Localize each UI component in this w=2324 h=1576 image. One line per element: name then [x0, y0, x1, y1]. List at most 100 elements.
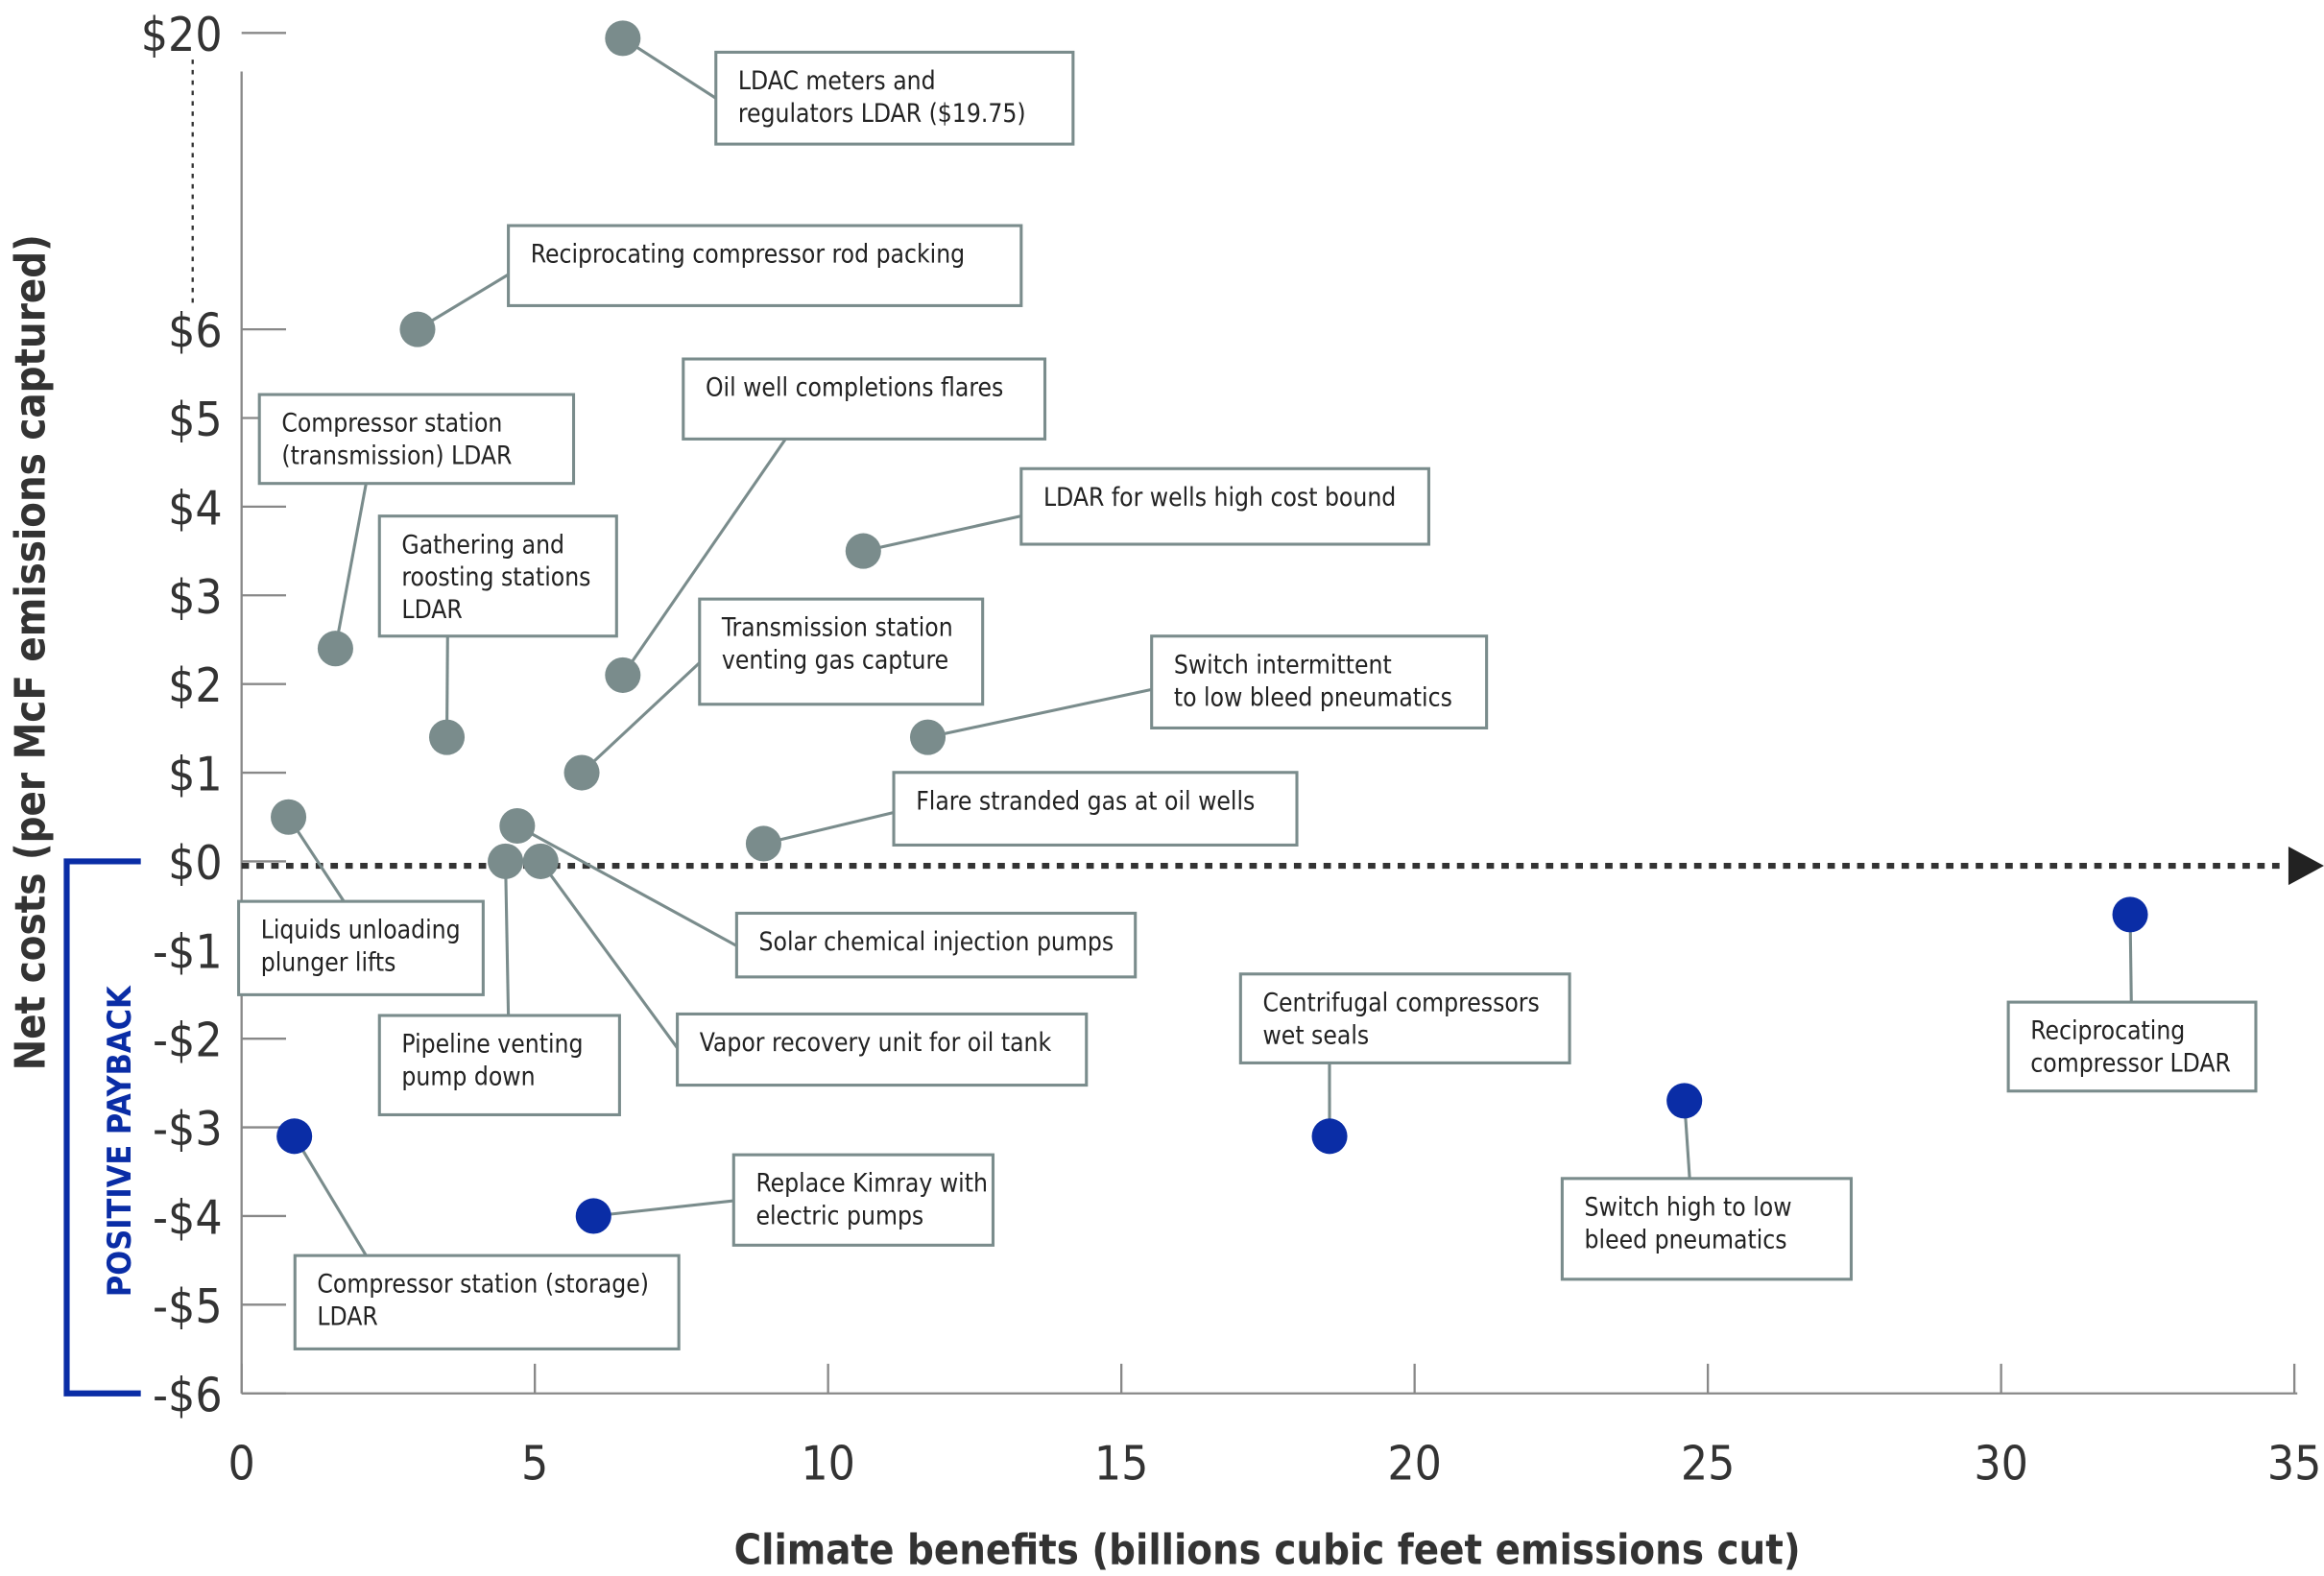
label-box: [293, 1254, 681, 1350]
leader-line: [621, 438, 787, 677]
point: [428, 719, 466, 755]
point: [276, 1118, 313, 1155]
point-label: Switch intermittent: [1174, 651, 1392, 680]
point: [575, 1198, 611, 1234]
label-box: [507, 224, 1023, 307]
point-label: Replace Kimray with: [755, 1170, 987, 1199]
point: [2112, 896, 2148, 933]
point-label: regulators LDAR ($19.75): [738, 100, 1026, 129]
label-box: [1238, 972, 1571, 1064]
y-tick-label: -$1: [153, 923, 223, 979]
label-box: [682, 357, 1047, 441]
y-axis-label: Net costs (per McF emissions captured): [7, 234, 55, 1070]
annotation: POSITIVE PAYBACK: [101, 985, 139, 1297]
point: [399, 311, 436, 347]
y-tick-label: -$2: [153, 1013, 223, 1068]
y-tick-label: -$3: [153, 1101, 223, 1157]
point-label: venting gas capture: [722, 647, 948, 676]
y-tick-label: -$6: [153, 1367, 223, 1422]
y-tick-label: -$5: [153, 1278, 223, 1334]
label-box: [2006, 1000, 2258, 1093]
x-tick-label: 10: [801, 1435, 855, 1491]
label-box: [1150, 634, 1489, 730]
point-label: LDAR: [317, 1303, 377, 1332]
y-tick-label: $6: [168, 303, 223, 359]
y-tick-label: $20: [141, 7, 223, 62]
point: [271, 799, 307, 835]
x-axis-label: Climate benefits (billions cubic feet em…: [734, 1526, 1801, 1574]
y-tick-label: $0: [168, 835, 223, 891]
y-tick-label: $3: [168, 569, 223, 625]
label-box: [734, 911, 1138, 979]
y-tick-label: $5: [168, 392, 223, 447]
point-label: Oil well completions flares: [706, 374, 1003, 403]
point-label: to low bleed pneumatics: [1174, 683, 1452, 712]
label-box: [237, 899, 485, 996]
point: [488, 843, 524, 879]
point: [499, 807, 536, 845]
label-box: [1560, 1177, 1854, 1281]
point-label: Pipeline venting: [401, 1031, 583, 1060]
point-label: Centrifugal compressors: [1262, 989, 1539, 1017]
label-box: [1019, 466, 1430, 546]
point: [1666, 1083, 1703, 1119]
point-label: Flare stranded gas at oil wells: [916, 787, 1255, 816]
point-label: Compressor station (storage): [317, 1271, 649, 1300]
point-label: bleed pneumatics: [1585, 1226, 1787, 1254]
y-tick-label: $1: [168, 747, 223, 802]
point-label: Reciprocating: [2030, 1017, 2185, 1046]
point: [845, 533, 881, 569]
point-label: Compressor station: [281, 410, 502, 439]
leader-line: [862, 514, 1022, 553]
point-label: pump down: [401, 1063, 535, 1092]
leader-line: [593, 1199, 734, 1218]
point-label: Vapor recovery unit for oil tank: [700, 1029, 1052, 1058]
point-label: LDAR for wells high cost bound: [1043, 484, 1396, 513]
point-label: Solar chemical injection pumps: [759, 928, 1114, 957]
point: [605, 20, 641, 57]
point-label: wet seals: [1262, 1021, 1369, 1050]
leader-line: [333, 483, 368, 649]
y-tick-label: -$4: [153, 1189, 223, 1245]
zero-arrow: [2288, 846, 2324, 886]
label-box: [892, 771, 1299, 847]
point: [317, 631, 353, 667]
point-label: roosting stations: [401, 563, 590, 592]
y-tick-label: $4: [168, 480, 223, 536]
leader-line: [927, 687, 1153, 739]
point: [1311, 1118, 1348, 1155]
x-tick-label: 20: [1387, 1435, 1442, 1491]
payback-bracket: [63, 858, 141, 1397]
point: [909, 719, 946, 755]
x-tick-label: 35: [2267, 1435, 2322, 1491]
point-label: Gathering and: [401, 531, 564, 560]
point-label: Reciprocating compressor rod packing: [531, 241, 965, 270]
x-tick-label: 0: [228, 1435, 255, 1491]
point-label: compressor LDAR: [2030, 1050, 2231, 1079]
leader-line: [293, 1135, 368, 1256]
point-label: Transmission station: [721, 614, 953, 643]
leader-line: [516, 824, 738, 947]
leader-line: [763, 810, 895, 846]
leader-line: [580, 661, 701, 775]
point-label: Liquids unloading: [261, 917, 461, 945]
y-tick-label: $2: [168, 657, 223, 713]
leader-line: [539, 860, 679, 1049]
point-label: LDAR: [401, 596, 462, 625]
leader-line: [504, 861, 511, 1016]
label-box: [676, 1012, 1089, 1087]
label-box: [731, 1153, 995, 1247]
point: [745, 825, 781, 862]
point: [605, 657, 641, 693]
x-tick-label: 15: [1094, 1435, 1149, 1491]
point-label: electric pumps: [755, 1203, 923, 1231]
point-label: LDAC meters and: [738, 67, 936, 96]
label-box: [698, 597, 985, 706]
leader-line: [621, 36, 717, 100]
label-box: [377, 1014, 621, 1116]
point-label: Switch high to low: [1585, 1193, 1792, 1222]
point: [522, 843, 559, 879]
point-label: (transmission) LDAR: [281, 442, 512, 471]
